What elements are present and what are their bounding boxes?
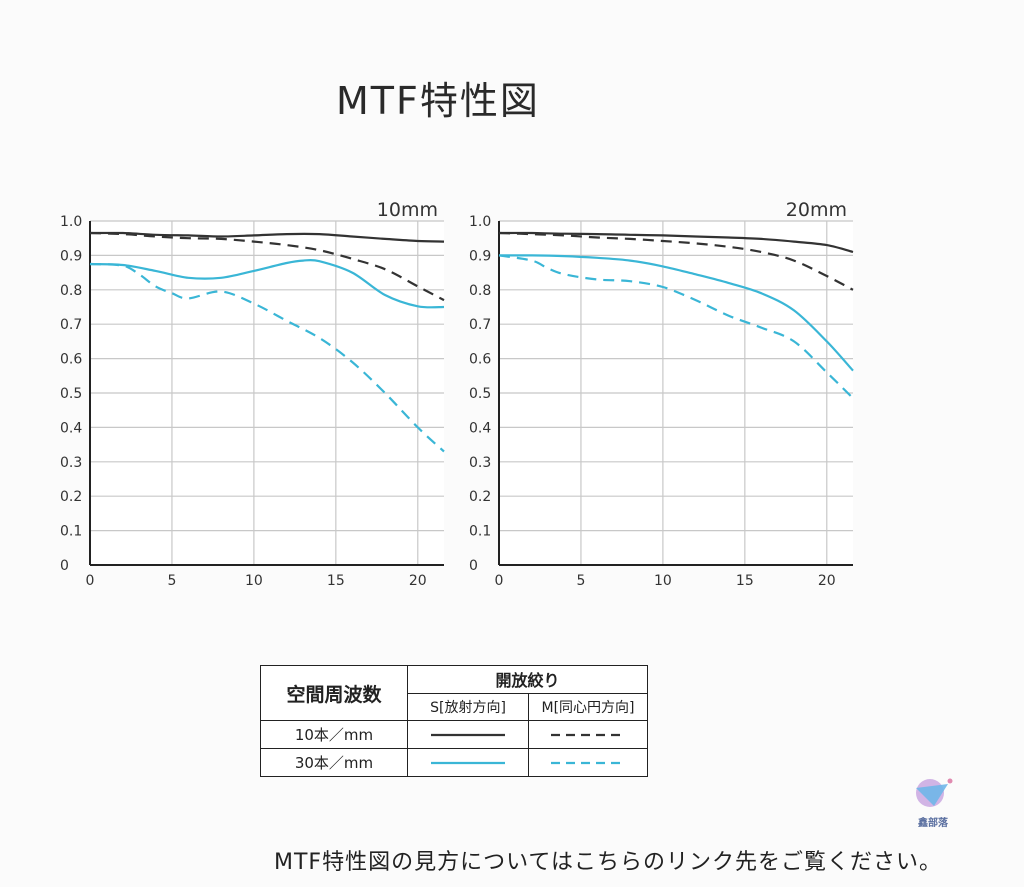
y-tick-label: 0.9 xyxy=(469,248,491,264)
legend-col-s: S[放射方向] xyxy=(407,692,529,721)
y-tick-label: 0.3 xyxy=(469,455,491,471)
legend-group-header: 開放絞り xyxy=(407,665,648,694)
x-tick-label: 20 xyxy=(409,573,427,589)
legend-row-header: 空間周波数 xyxy=(260,665,408,721)
x-tick-label: 0 xyxy=(495,573,504,589)
x-tick-label: 15 xyxy=(327,573,345,589)
legend-swatch-10-m xyxy=(528,720,648,749)
series-line xyxy=(89,231,445,243)
legend-row-30: 30本／mm xyxy=(260,748,648,777)
y-tick-label: 0.7 xyxy=(60,317,82,333)
legend-row-label: 30本／mm xyxy=(260,748,408,777)
y-tick-label: 0.5 xyxy=(469,386,491,402)
legend-swatch-30-s xyxy=(407,748,529,777)
series-line xyxy=(498,254,854,372)
mtf-charts: 0 0.1 0.2 0.3 0.4 0.5 0.6 0.7 0.8 0.9 1.0 0 5 10 15 20 1… xyxy=(60,199,854,589)
chart-title: 10mm xyxy=(377,199,438,221)
watermark-logo: 鑫部落 xyxy=(908,776,958,829)
y-tick-label: 1.0 xyxy=(469,214,491,230)
y-tick-label: 0.5 xyxy=(60,386,82,402)
y-tick-label: 0.3 xyxy=(60,455,82,471)
series-line xyxy=(498,231,854,254)
y-tick-label: 0.7 xyxy=(469,317,491,333)
mtf-chart-10mm: 0 0.1 0.2 0.3 0.4 0.5 0.6 0.7 0.8 0.9 1.0 0 5 10 15 20 1… xyxy=(60,199,445,589)
legend-swatch-30-m xyxy=(528,748,648,777)
legend-table: 空間周波数 開放絞り S[放射方向] M[同心円方向] 10本／mm 30本／m… xyxy=(260,665,648,777)
logo-icon xyxy=(916,778,953,807)
x-tick-label: 5 xyxy=(576,573,585,589)
mtf-chart-20mm: 0 0.1 0.2 0.3 0.4 0.5 0.6 0.7 0.8 0.9 1.0 0 5 10 15 20 2… xyxy=(469,199,854,589)
series-line xyxy=(89,258,445,309)
series-line xyxy=(89,262,445,453)
y-tick-label: 0.6 xyxy=(60,352,82,368)
y-tick-label: 0.4 xyxy=(469,420,491,436)
legend-col-m: M[同心円方向] xyxy=(528,692,648,721)
y-tick-label: 0.6 xyxy=(469,352,491,368)
watermark-text: 鑫部落 xyxy=(918,818,948,829)
chart-title: 20mm xyxy=(786,199,847,221)
y-tick-label: 0.1 xyxy=(469,524,491,540)
y-tick-label: 0.8 xyxy=(469,283,491,299)
y-tick-label: 0.1 xyxy=(60,524,82,540)
y-tick-label: 0.8 xyxy=(60,283,82,299)
y-tick-label: 0 xyxy=(469,558,478,574)
legend-swatch-10-s xyxy=(407,720,529,749)
y-tick-label: 0 xyxy=(60,558,69,574)
x-tick-label: 5 xyxy=(167,573,176,589)
y-tick-label: 0.2 xyxy=(60,489,82,505)
legend-row-label: 10本／mm xyxy=(260,720,408,749)
series-line xyxy=(498,254,854,399)
page-title: MTF特性図 xyxy=(336,79,540,123)
legend-row-10: 10本／mm xyxy=(260,720,648,749)
y-tick-label: 0.4 xyxy=(60,420,82,436)
y-tick-label: 0.9 xyxy=(60,248,82,264)
x-tick-label: 0 xyxy=(86,573,95,589)
x-tick-label: 10 xyxy=(245,573,263,589)
y-tick-label: 1.0 xyxy=(60,214,82,230)
series-line xyxy=(89,231,445,302)
x-tick-label: 10 xyxy=(654,573,672,589)
series-line xyxy=(498,231,854,291)
x-tick-label: 20 xyxy=(818,573,836,589)
footer-link-note[interactable]: MTF特性図の見方についてはこちらのリンク先をご覧ください。 xyxy=(274,850,942,875)
x-tick-label: 15 xyxy=(736,573,754,589)
y-tick-label: 0.2 xyxy=(469,489,491,505)
